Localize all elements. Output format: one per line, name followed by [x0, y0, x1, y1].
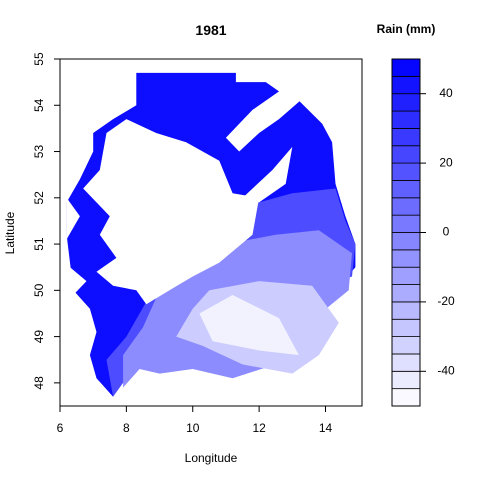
y-tick-label-52: 52	[32, 191, 46, 205]
colorbar-band-3	[391, 336, 421, 355]
rain-region-4	[199, 295, 299, 356]
colorbar-band-13	[391, 162, 421, 181]
colorbar-band-6	[391, 284, 421, 303]
x-tick-label-14: 14	[319, 421, 333, 435]
no-data-region-0	[83, 119, 260, 305]
plot-frame	[59, 58, 363, 407]
x-tick-label-12: 12	[252, 421, 266, 435]
colorbar-band-19	[391, 58, 421, 77]
no-data-region-4	[70, 267, 87, 295]
colorbar-band-0	[391, 388, 421, 407]
colorbar-band-16	[391, 110, 421, 129]
colorbar-band-15	[391, 127, 421, 147]
y-tick-label-55: 55	[32, 52, 46, 66]
no-data-region-1	[225, 86, 306, 152]
colorbar-tick-label--20: -20	[437, 294, 455, 308]
no-data-region-2	[232, 146, 293, 208]
plot-area	[59, 58, 363, 407]
colorbar-tick-label-0: 0	[443, 225, 450, 239]
colorbar-band-14	[391, 145, 421, 164]
colorbar: -40 -20 0 20 40	[391, 58, 455, 407]
y-tick-label-49: 49	[32, 330, 46, 344]
colorbar-band-7	[391, 266, 421, 285]
colorbar-band-11	[391, 197, 421, 216]
colorbar-band-8	[391, 249, 421, 268]
colorbar-band-2	[391, 353, 421, 372]
y-tick-label-53: 53	[32, 145, 46, 159]
y-tick-label-48: 48	[32, 376, 46, 390]
colorbar-band-10	[391, 214, 421, 233]
x-tick-label-6: 6	[57, 421, 64, 435]
no-data-region-3	[66, 197, 80, 240]
y-tick-label-50: 50	[32, 283, 46, 297]
colorbar-tick-label-40: 40	[439, 86, 453, 100]
colorbar-band-18	[391, 75, 421, 95]
colorbar-tick-label--40: -40	[437, 363, 455, 377]
colorbar-tick-label-20: 20	[439, 155, 453, 169]
colorbar-band-12	[391, 180, 421, 199]
y-axis: 48 49 50 51 52 53 54 55	[32, 52, 60, 390]
colorbar-band-17	[391, 93, 421, 112]
colorbar-band-1	[391, 370, 421, 390]
colorbar-band-5	[391, 301, 421, 320]
legend-title: Rain (mm)	[377, 22, 436, 36]
colorbar-band-9	[391, 232, 421, 251]
x-axis-label: Longitude	[185, 451, 238, 465]
y-axis-label: Latitude	[3, 211, 17, 254]
x-tick-label-10: 10	[186, 421, 200, 435]
y-tick-label-54: 54	[32, 98, 46, 112]
chart-title: 1981	[195, 22, 226, 38]
y-tick-label-51: 51	[32, 237, 46, 251]
x-tick-label-8: 8	[123, 421, 130, 435]
colorbar-band-4	[391, 318, 421, 338]
x-axis: 6 8 10 12 14	[57, 406, 333, 435]
